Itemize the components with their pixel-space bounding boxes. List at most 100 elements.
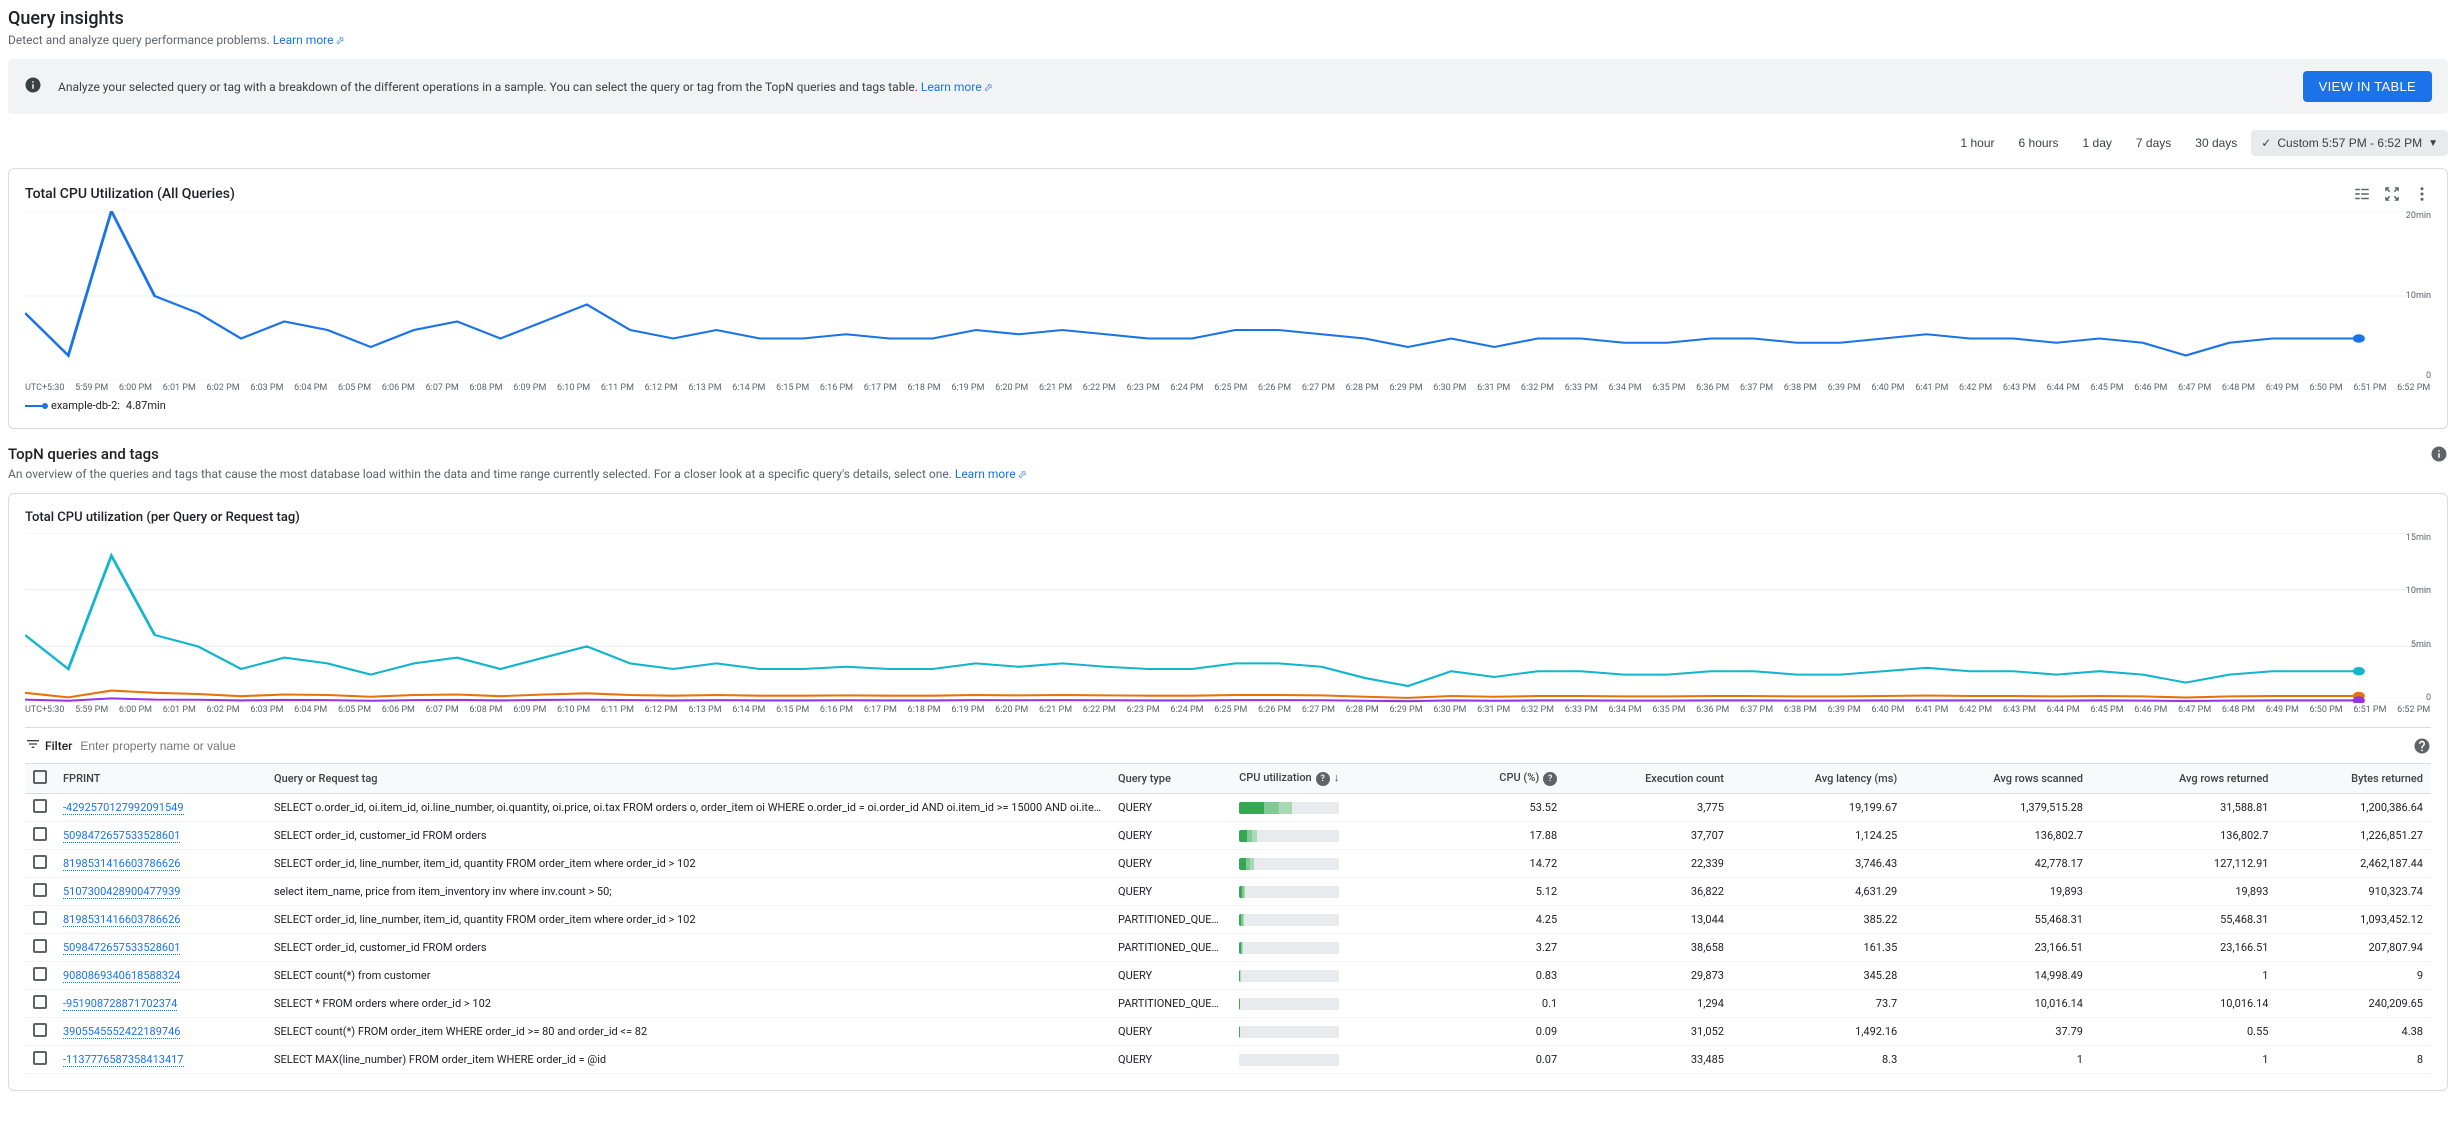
cpu-util-bar [1231, 906, 1435, 934]
fprint-link[interactable]: 3905545552422189746 [63, 1025, 180, 1039]
row-checkbox[interactable] [33, 827, 47, 841]
chart2-area: 15min 10min 5min 0 [25, 533, 2431, 703]
fprint-link[interactable]: 5107300428900477939 [63, 885, 180, 899]
help-icon[interactable]: ? [1543, 772, 1557, 786]
bytes-returned: 207,807.94 [2276, 934, 2431, 962]
rows-returned: 19,893 [2091, 878, 2277, 906]
col-scanned[interactable]: Avg rows scanned [1905, 764, 2091, 794]
topn-card: Total CPU utilization (per Query or Requ… [8, 493, 2448, 1091]
chart1-title: Total CPU Utilization (All Queries) [25, 186, 235, 202]
bytes-returned: 9 [2276, 962, 2431, 990]
avg-latency: 19,199.67 [1732, 794, 1905, 822]
query-type: QUERY [1110, 850, 1231, 878]
col-type[interactable]: Query type [1110, 764, 1231, 794]
help-icon[interactable]: ? [1316, 772, 1330, 786]
time-1hour-button[interactable]: 1 hour [1950, 130, 2004, 156]
cpu-pct: 14.72 [1435, 850, 1565, 878]
query-text: SELECT order_id, customer_id FROM orders [266, 934, 1110, 962]
info-icon[interactable] [2430, 445, 2448, 463]
more-options-icon[interactable] [2413, 185, 2431, 203]
fprint-link[interactable]: 5098472657533528601 [63, 829, 180, 843]
col-query[interactable]: Query or Request tag [266, 764, 1110, 794]
row-checkbox[interactable] [33, 855, 47, 869]
topn-learn-more-link[interactable]: Learn more⬀ [955, 467, 1027, 481]
table-row: -1137776587358413417 SELECT MAX(line_num… [25, 1046, 2431, 1074]
cpu-pct: 17.88 [1435, 822, 1565, 850]
row-checkbox[interactable] [33, 911, 47, 925]
time-range-selector: 1 hour 6 hours 1 day 7 days 30 days ✓ Cu… [8, 130, 2448, 156]
fprint-link[interactable]: 5098472657533528601 [63, 941, 180, 955]
col-exec[interactable]: Execution count [1565, 764, 1732, 794]
rows-scanned: 1,379,515.28 [1905, 794, 2091, 822]
rows-returned: 1 [2091, 1046, 2277, 1074]
cpu-util-bar [1231, 878, 1435, 906]
cpu-pct: 3.27 [1435, 934, 1565, 962]
bytes-returned: 240,209.65 [2276, 990, 2431, 1018]
rows-scanned: 23,166.51 [1905, 934, 2091, 962]
col-cpu-util[interactable]: CPU utilization?↓ [1231, 764, 1435, 794]
fprint-link[interactable]: 8198531416603786626 [63, 913, 180, 927]
learn-more-link[interactable]: Learn more⬀ [273, 33, 345, 47]
query-text: SELECT o.order_id, oi.item_id, oi.line_n… [266, 794, 1110, 822]
col-bytes[interactable]: Bytes returned [2276, 764, 2431, 794]
external-link-icon: ⬀ [1018, 468, 1027, 481]
avg-latency: 3,746.43 [1732, 850, 1905, 878]
rows-scanned: 1 [1905, 1046, 2091, 1074]
query-type: QUERY [1110, 794, 1231, 822]
fprint-link[interactable]: -4292570127992091549 [63, 801, 184, 815]
fprint-link[interactable]: 9080869340618588324 [63, 969, 180, 983]
info-banner: Analyze your selected query or tag with … [8, 59, 2448, 114]
col-latency[interactable]: Avg latency (ms) [1732, 764, 1905, 794]
select-all-checkbox[interactable] [33, 770, 47, 784]
exec-count: 38,658 [1565, 934, 1732, 962]
bytes-returned: 2,462,187.44 [2276, 850, 2431, 878]
table-row: 8198531416603786626 SELECT order_id, lin… [25, 850, 2431, 878]
query-type: PARTITIONED_QUERY [1110, 934, 1231, 962]
row-checkbox[interactable] [33, 967, 47, 981]
fprint-link[interactable]: -951908728871702374 [63, 997, 177, 1011]
cpu-pct: 0.09 [1435, 1018, 1565, 1046]
help-icon[interactable] [2413, 737, 2431, 755]
sort-desc-icon: ↓ [1334, 771, 1340, 784]
time-custom-button[interactable]: ✓ Custom 5:57 PM - 6:52 PM ▼ [2251, 130, 2448, 156]
query-text: SELECT count(*) from customer [266, 962, 1110, 990]
col-cpu-pct[interactable]: CPU (%)? [1435, 764, 1565, 794]
row-checkbox[interactable] [33, 799, 47, 813]
cpu-pct: 53.52 [1435, 794, 1565, 822]
page-subtitle: Detect and analyze query performance pro… [8, 33, 2448, 47]
bytes-returned: 8 [2276, 1046, 2431, 1074]
time-1day-button[interactable]: 1 day [2073, 130, 2122, 156]
legend-toggle-icon[interactable] [2353, 185, 2371, 203]
col-fprint[interactable]: FPRINT [55, 764, 266, 794]
row-checkbox[interactable] [33, 1023, 47, 1037]
view-in-table-button[interactable]: VIEW IN TABLE [2303, 71, 2432, 102]
time-6hours-button[interactable]: 6 hours [2009, 130, 2069, 156]
cpu-pct: 0.07 [1435, 1046, 1565, 1074]
filter-input[interactable] [80, 739, 2405, 753]
row-checkbox[interactable] [33, 1051, 47, 1065]
cpu-pct: 5.12 [1435, 878, 1565, 906]
filter-row: Filter [25, 727, 2431, 763]
avg-latency: 1,492.16 [1732, 1018, 1905, 1046]
row-checkbox[interactable] [33, 995, 47, 1009]
time-7days-button[interactable]: 7 days [2126, 130, 2181, 156]
row-checkbox[interactable] [33, 939, 47, 953]
col-returned[interactable]: Avg rows returned [2091, 764, 2277, 794]
banner-learn-more-link[interactable]: Learn more⬀ [921, 80, 993, 94]
avg-latency: 161.35 [1732, 934, 1905, 962]
time-30days-button[interactable]: 30 days [2185, 130, 2247, 156]
fprint-link[interactable]: 8198531416603786626 [63, 857, 180, 871]
table-row: -951908728871702374 SELECT * FROM orders… [25, 990, 2431, 1018]
avg-latency: 385.22 [1732, 906, 1905, 934]
exec-count: 29,873 [1565, 962, 1732, 990]
table-row: 8198531416603786626 SELECT order_id, lin… [25, 906, 2431, 934]
exec-count: 37,707 [1565, 822, 1732, 850]
row-checkbox[interactable] [33, 883, 47, 897]
topn-desc: An overview of the queries and tags that… [8, 467, 1027, 481]
bytes-returned: 910,323.74 [2276, 878, 2431, 906]
rows-scanned: 136,802.7 [1905, 822, 2091, 850]
exec-count: 1,294 [1565, 990, 1732, 1018]
fprint-link[interactable]: -1137776587358413417 [63, 1053, 184, 1067]
expand-icon[interactable] [2383, 185, 2401, 203]
cpu-util-bar [1231, 962, 1435, 990]
